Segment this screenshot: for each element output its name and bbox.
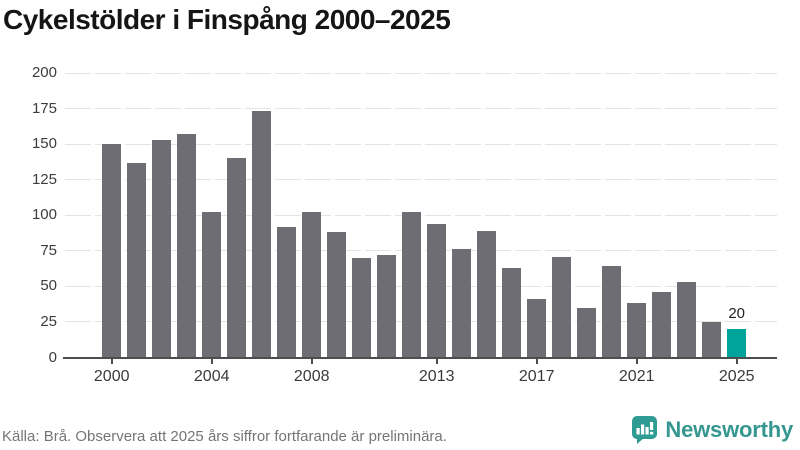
bar-2018 [552, 256, 572, 358]
gridline-150 [65, 143, 777, 145]
x-axis-tick-2021 [635, 358, 638, 364]
bar-2014 [452, 249, 472, 358]
y-axis-label-75: 75 [40, 241, 57, 259]
x-axis-tick-2017 [535, 358, 538, 364]
bar-2010 [352, 257, 372, 358]
bar-2015 [477, 230, 497, 358]
x-axis-tick-2000 [110, 358, 113, 364]
x-axis-label-2025: 2025 [718, 367, 755, 385]
bar-2002 [152, 139, 172, 358]
bar-2009 [327, 232, 347, 358]
bar-2001 [127, 162, 147, 358]
x-axis-line [63, 356, 777, 359]
bar-2000 [102, 144, 122, 358]
x-axis-tick-2004 [210, 358, 213, 364]
x-axis-label-2017: 2017 [518, 367, 555, 385]
x-axis-tick-2008 [310, 358, 313, 364]
x-axis-label-2000: 2000 [93, 367, 130, 385]
y-axis-label-150: 150 [31, 135, 57, 153]
y-axis-label-100: 100 [31, 206, 57, 224]
x-axis-tick-2025 [735, 358, 738, 364]
y-axis-label-25: 25 [40, 312, 57, 330]
x-axis-label-2013: 2013 [418, 367, 455, 385]
bar-2008 [302, 212, 322, 358]
x-axis-tick-2013 [435, 358, 438, 364]
bar-value-label: 20 [728, 305, 746, 323]
y-axis-label-0: 0 [48, 348, 57, 366]
bar-2021 [627, 303, 647, 358]
bar-2011 [377, 255, 397, 358]
bar-2024 [702, 321, 722, 358]
x-axis-label-2008: 2008 [293, 367, 330, 385]
bar-2004 [202, 212, 222, 358]
bar-2012 [402, 212, 422, 358]
bar-2025 [727, 329, 747, 358]
newsworthy-logo: Newsworthy [631, 414, 793, 446]
bar-2022 [652, 292, 672, 358]
bar-2020 [602, 266, 622, 358]
bar-2003 [177, 134, 197, 358]
gridline-200 [65, 72, 777, 74]
bar-2023 [677, 282, 697, 358]
bar-2019 [577, 307, 597, 358]
bar-2013 [427, 223, 447, 358]
newsworthy-wordmark: Newsworthy [665, 417, 793, 442]
y-axis-label-175: 175 [31, 99, 57, 117]
y-axis-label-200: 200 [31, 64, 57, 81]
y-axis-label-50: 50 [40, 277, 57, 295]
bar-2005 [227, 158, 247, 358]
source-note: Källa: Brå. Observera att 2025 års siffr… [2, 428, 447, 445]
chart-title: Cykelstölder i Finspång 2000–2025 [3, 4, 451, 35]
y-axis-label-125: 125 [31, 170, 57, 188]
bar-2007 [277, 226, 297, 358]
x-axis-label-2004: 2004 [193, 367, 230, 385]
bar-2006 [252, 111, 272, 358]
bar-chart: 0 25 50 75 100 125 150 175 200 2000 2004 2008 2013 20… [31, 64, 777, 385]
bar-2016 [502, 267, 522, 358]
bar-2017 [527, 299, 547, 358]
gridline-125 [65, 179, 777, 181]
gridline-175 [65, 108, 777, 110]
x-axis-label-2021: 2021 [618, 367, 655, 385]
newsworthy-chart-bubble-icon [632, 416, 658, 444]
